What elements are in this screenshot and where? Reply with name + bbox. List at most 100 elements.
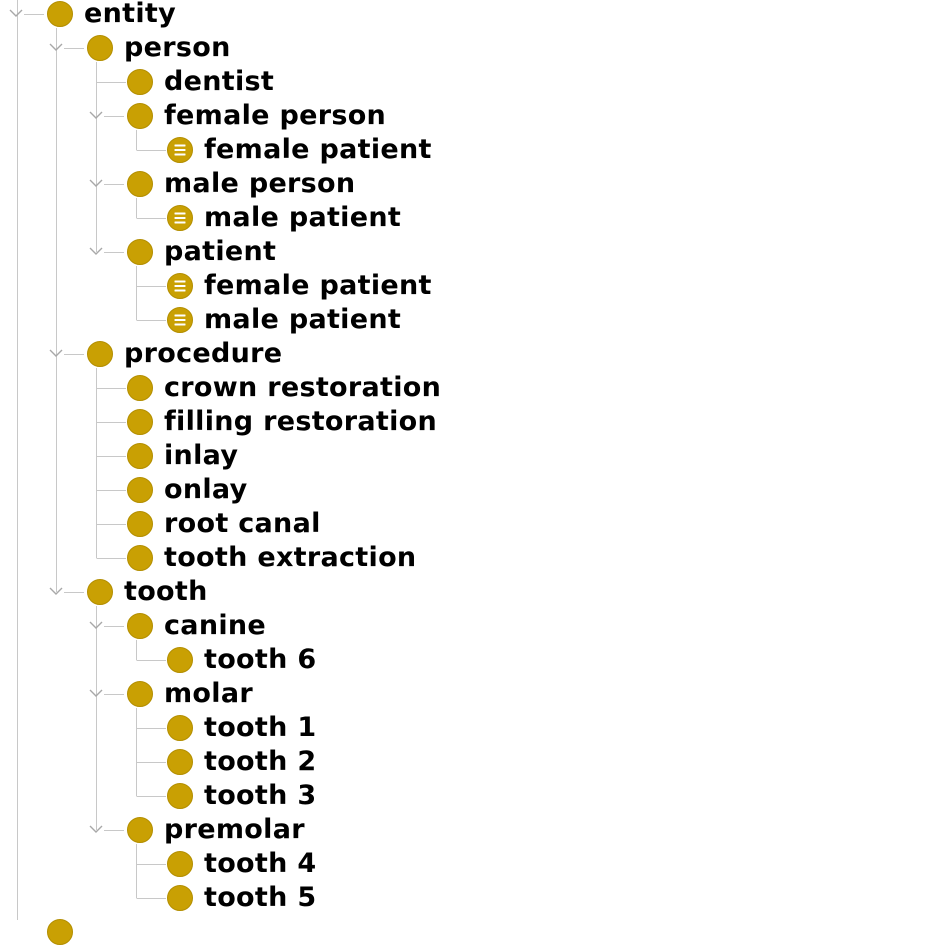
expand-toggle-patient[interactable] (88, 243, 104, 259)
tree-node-label: entity (84, 0, 177, 29)
class-circle-icon (126, 680, 154, 708)
chevron-down-icon (89, 247, 103, 255)
class-circle-icon (166, 782, 194, 810)
expand-toggle-procedure[interactable] (48, 345, 64, 361)
tree-node[interactable] (46, 915, 84, 949)
tree-node[interactable]: root canal (126, 507, 321, 541)
tree-node[interactable]: crown restoration (126, 371, 441, 405)
tree-node[interactable]: female person (126, 99, 386, 133)
class-circle-icon (126, 544, 154, 572)
tree-node[interactable]: tooth 1 (166, 711, 316, 745)
tree-node-label: patient (164, 236, 277, 267)
defined-class-icon (166, 272, 194, 300)
tree-node-label: onlay (164, 474, 248, 505)
tree-node[interactable]: tooth (86, 575, 208, 609)
tree-node[interactable]: inlay (126, 439, 238, 473)
class-hierarchy-tree: entity person dentist female person female p… (8, 0, 441, 945)
tree-node[interactable]: tooth extraction (126, 541, 416, 575)
tree-node[interactable]: male patient (166, 303, 401, 337)
tree-node[interactable]: tooth 3 (166, 779, 316, 813)
tree-node-label: male patient (204, 304, 402, 335)
expand-toggle-premolar[interactable] (88, 821, 104, 837)
tree-node-label: procedure (124, 338, 283, 369)
class-circle-icon (126, 816, 154, 844)
chevron-down-icon (89, 621, 103, 629)
class-circle-icon (126, 408, 154, 436)
class-circle-icon (46, 918, 74, 946)
tree-node[interactable]: premolar (126, 813, 305, 847)
tree-guide-lines (17, 0, 166, 920)
tree-node[interactable]: tooth 4 (166, 847, 316, 881)
chevron-down-icon (49, 587, 63, 595)
tree-node-label: tooth (124, 576, 208, 607)
expand-toggle-molar[interactable] (88, 685, 104, 701)
tree-node[interactable]: tooth 5 (166, 881, 316, 915)
chevron-down-icon (89, 689, 103, 697)
tree-node-label: root canal (164, 508, 321, 539)
tree-node-label: crown restoration (164, 372, 442, 403)
tree-node-label: person (124, 32, 231, 63)
tree-node[interactable]: patient (126, 235, 276, 269)
tree-node-label: tooth 5 (204, 882, 317, 913)
tree-node[interactable]: onlay (126, 473, 248, 507)
chevron-down-icon (89, 111, 103, 119)
tree-node[interactable]: person (86, 31, 231, 65)
chevron-down-icon (89, 179, 103, 187)
class-circle-icon (86, 34, 114, 62)
tree-node-label: dentist (164, 66, 275, 97)
tree-node-label: female patient (204, 134, 432, 165)
tree-node-label: male patient (204, 202, 402, 233)
tree-node-label: tooth 6 (204, 644, 317, 675)
tree-node-label: tooth 4 (204, 848, 317, 879)
tree-node[interactable]: tooth 2 (166, 745, 316, 779)
expand-toggle-tooth[interactable] (48, 583, 64, 599)
class-circle-icon (126, 170, 154, 198)
class-circle-icon (166, 884, 194, 912)
tree-node-label: tooth 3 (204, 780, 317, 811)
class-circle-icon (126, 68, 154, 96)
class-circle-icon (86, 340, 114, 368)
expand-toggle-entity[interactable] (8, 5, 24, 21)
tree-node[interactable]: tooth 6 (166, 643, 316, 677)
tree-node[interactable]: molar (126, 677, 253, 711)
tree-node[interactable]: filling restoration (126, 405, 437, 439)
expand-toggle-person[interactable] (48, 39, 64, 55)
class-circle-icon (126, 238, 154, 266)
tree-node-label: female person (164, 100, 387, 131)
tree-node[interactable]: male person (126, 167, 355, 201)
expand-toggle-canine[interactable] (88, 617, 104, 633)
chevron-down-icon (9, 9, 23, 17)
expand-toggle-male-person[interactable] (88, 175, 104, 191)
class-circle-icon (46, 0, 74, 28)
tree-node-label: male person (164, 168, 356, 199)
class-circle-icon (166, 748, 194, 776)
tree-node-label: inlay (164, 440, 239, 471)
class-circle-icon (126, 374, 154, 402)
chevron-down-icon (89, 825, 103, 833)
tree-node-label: canine (164, 610, 267, 641)
tree-node-label: female patient (204, 270, 432, 301)
defined-class-icon (166, 306, 194, 334)
tree-node-label: tooth 2 (204, 746, 317, 777)
chevron-down-icon (49, 43, 63, 51)
class-circle-icon (166, 714, 194, 742)
tree-node-label: tooth 1 (204, 712, 317, 743)
tree-node[interactable]: female patient (166, 269, 432, 303)
class-circle-icon (126, 442, 154, 470)
class-circle-icon (86, 578, 114, 606)
tree-node[interactable]: dentist (126, 65, 274, 99)
class-circle-icon (126, 476, 154, 504)
class-circle-icon (126, 102, 154, 130)
tree-node[interactable]: female patient (166, 133, 432, 167)
tree-node-label: filling restoration (164, 406, 438, 437)
tree-node[interactable]: canine (126, 609, 266, 643)
class-circle-icon (126, 612, 154, 640)
expand-toggle-female-person[interactable] (88, 107, 104, 123)
tree-node-label: molar (164, 678, 253, 709)
tree-node[interactable]: entity (46, 0, 176, 31)
tree-node[interactable]: procedure (86, 337, 282, 371)
class-circle-icon (166, 850, 194, 878)
chevron-down-icon (49, 349, 63, 357)
defined-class-icon (166, 204, 194, 232)
tree-node[interactable]: male patient (166, 201, 401, 235)
